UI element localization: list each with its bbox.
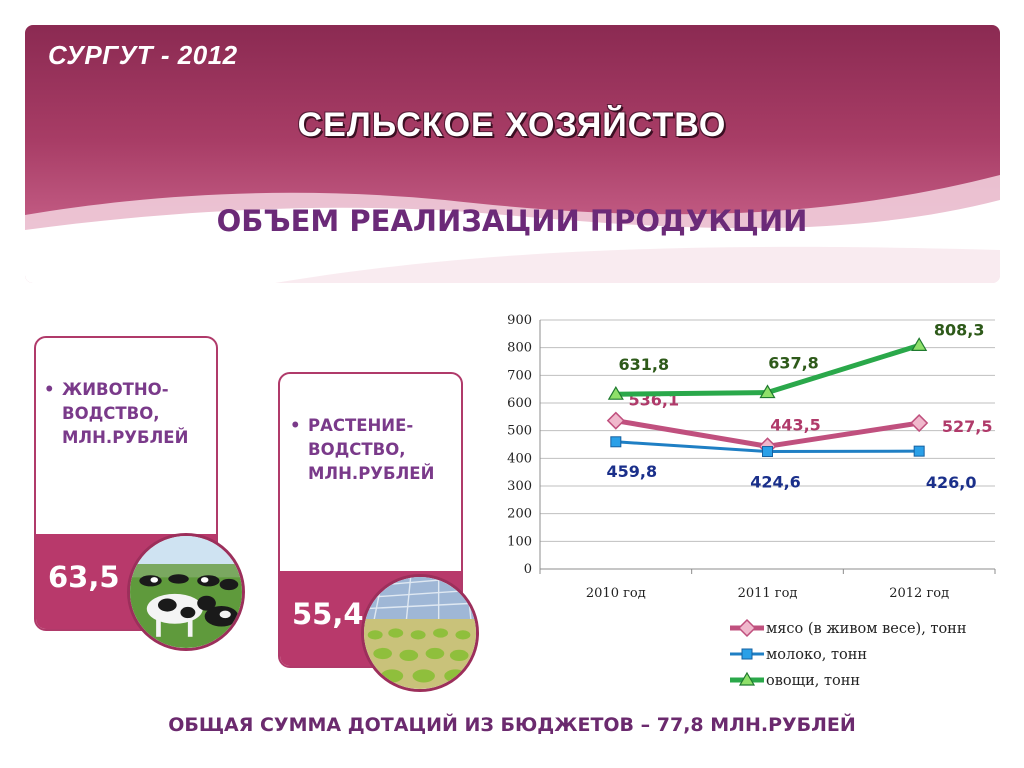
livestock-label-line-3: МЛН.РУБЛЕЙ xyxy=(62,428,189,447)
page-subtitle: ОБЪЕМ РЕАЛИЗАЦИИ ПРОДУКЦИИ xyxy=(216,204,808,238)
legend-entry: овощи, тонн xyxy=(766,673,860,689)
x-tick-label: 2010 год xyxy=(586,586,646,601)
livestock-value: 63,5 xyxy=(48,560,120,594)
cows-photo-icon xyxy=(127,533,245,651)
data-point-0-0 xyxy=(606,411,625,430)
crops-label-line-1: РАСТЕНИЕ- xyxy=(308,416,414,435)
crops-value: 55,4 xyxy=(292,597,364,631)
y-tick-label: 200 xyxy=(507,507,532,522)
legend-entry: мясо (в живом весе), тонн xyxy=(766,621,967,637)
y-tick-label: 400 xyxy=(507,451,532,466)
y-tick-label: 900 xyxy=(507,313,532,328)
crops-label: • РАСТЕНИЕ- ВОДСТВО, МЛН.РУБЛЕЙ xyxy=(290,414,460,486)
city-year-label: СУРГУТ - 2012 xyxy=(48,40,238,70)
data-label: 424,6 xyxy=(750,473,801,492)
data-label: 637,8 xyxy=(768,354,819,373)
data-label: 443,5 xyxy=(770,415,821,434)
legend-entry: молоко, тонн xyxy=(766,647,867,663)
x-tick-label: 2012 год xyxy=(889,586,949,601)
data-point-1-0 xyxy=(610,436,622,448)
y-tick-label: 0 xyxy=(524,562,532,577)
x-tick-label: 2011 год xyxy=(738,586,798,601)
bullet-icon: • xyxy=(290,416,301,435)
data-point-2-2 xyxy=(911,337,928,351)
sales-volume-chart: 0 100 200 300 400 500 600 700 800 900 2010 год 2011… xyxy=(490,305,1010,705)
data-label: 527,5 xyxy=(942,417,993,436)
bullet-icon: • xyxy=(44,380,55,399)
data-label: 459,8 xyxy=(607,462,658,481)
data-label: 631,8 xyxy=(619,355,670,374)
crops-label-line-3: МЛН.РУБЛЕЙ xyxy=(308,464,435,483)
y-tick-label: 700 xyxy=(507,368,532,383)
data-point-2-1 xyxy=(759,384,776,399)
y-tick-label: 800 xyxy=(507,341,532,356)
header-wave-decoration xyxy=(25,175,1000,283)
legend-marker xyxy=(738,671,756,686)
y-tick-label: 100 xyxy=(507,534,532,549)
data-point-1-1 xyxy=(762,446,773,458)
crops-label-line-2: ВОДСТВО, xyxy=(308,440,406,459)
y-tick-label: 600 xyxy=(507,396,532,411)
data-point-0-2 xyxy=(910,413,929,433)
livestock-label-line-2: ВОДСТВО, xyxy=(62,404,160,423)
subsidies-total-text: ОБЩАЯ СУММА ДОТАЦИЙ ИЗ БЮДЖЕТОВ – 77,8 М… xyxy=(168,714,856,736)
legend-marker xyxy=(737,618,757,638)
livestock-label-line-1: ЖИВОТНО- xyxy=(62,380,169,399)
greenhouse-photo-icon xyxy=(361,574,479,692)
page-title: СЕЛЬСКОЕ ХОЗЯЙСТВО xyxy=(297,106,727,144)
data-point-1-2 xyxy=(913,445,925,457)
livestock-label: • ЖИВОТНО- ВОДСТВО, МЛН.РУБЛЕЙ xyxy=(44,378,214,450)
y-tick-label: 500 xyxy=(507,424,532,439)
header-banner xyxy=(25,25,1000,283)
y-tick-label: 300 xyxy=(507,479,532,494)
data-label: 426,0 xyxy=(926,473,977,492)
legend-marker xyxy=(741,648,753,660)
data-point-2-0 xyxy=(607,386,624,400)
data-label: 808,3 xyxy=(934,320,985,339)
